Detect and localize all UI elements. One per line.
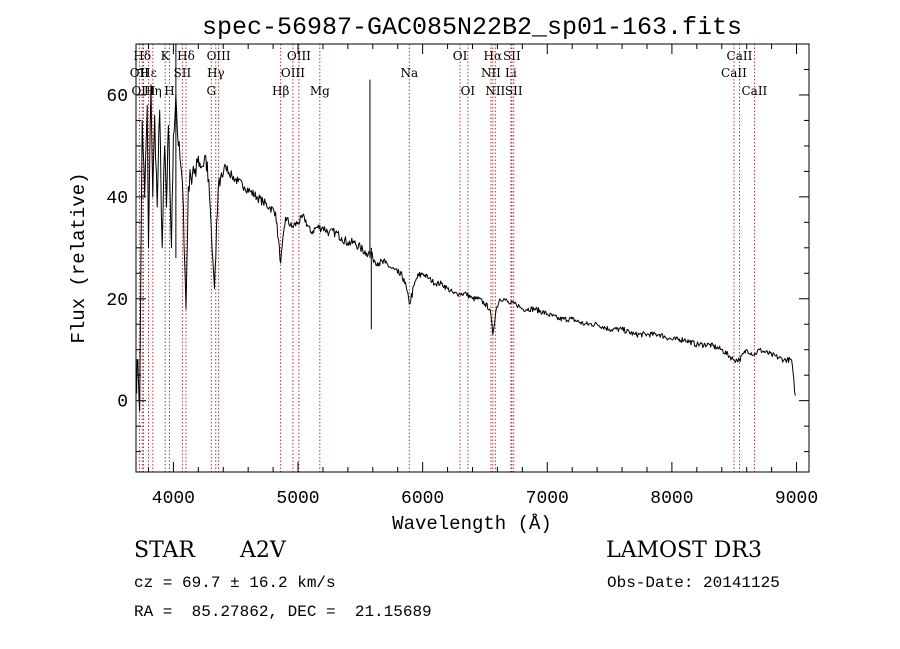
x-tick-label: 5000 xyxy=(276,489,319,509)
obs-date-text: Obs-Date: 20141125 xyxy=(607,574,780,592)
line-label: SII xyxy=(505,84,523,98)
line-label: Hβ xyxy=(272,84,289,98)
x-tick-label: 4000 xyxy=(152,489,195,509)
line-label: CaII xyxy=(741,84,767,98)
line-label: Na xyxy=(400,66,418,80)
line-label: OII xyxy=(130,66,150,80)
flux-line xyxy=(135,84,796,412)
x-tick-label: 6000 xyxy=(401,489,444,509)
subclass-label: A2V xyxy=(240,538,286,563)
line-label: Hγ xyxy=(207,66,225,80)
line-label: Hε xyxy=(140,66,157,80)
line-label: OI xyxy=(461,84,476,98)
line-label: OIII xyxy=(281,66,305,80)
spectrum-series xyxy=(135,44,796,412)
line-label: CaII xyxy=(721,66,747,80)
y-tick-label: 20 xyxy=(106,291,128,311)
x-tick-label: 7000 xyxy=(526,489,569,509)
line-label: OI xyxy=(453,49,468,63)
line-label: CaII xyxy=(727,49,753,63)
line-label: H xyxy=(164,84,174,98)
y-tick-label: 40 xyxy=(106,189,128,209)
y-axis-label: Flux (relative) xyxy=(68,172,90,343)
classification-label: STAR xyxy=(134,538,195,563)
survey-label: LAMOST DR3 xyxy=(606,538,762,563)
line-label: NII xyxy=(485,84,505,98)
y-tick-label: 60 xyxy=(106,87,128,107)
plot-frame xyxy=(135,43,810,473)
line-label: Mg xyxy=(310,84,330,98)
redshift-text: cz = 69.7 ± 16.2 km/s xyxy=(134,574,336,592)
line-label: Hη xyxy=(144,84,162,98)
y-tick-label: 0 xyxy=(117,393,128,413)
x-tick-label: 9000 xyxy=(775,489,818,509)
coordinates-text: RA = 85.27862, DEC = 21.15689 xyxy=(134,603,432,621)
chart-axes: 4000 5000 6000 7000 8000 9000 0 20 40 60 xyxy=(106,43,818,509)
line-label: Hα xyxy=(484,49,503,63)
line-label: SII xyxy=(503,49,521,63)
x-axis-label: Wavelength (Å) xyxy=(392,513,552,535)
line-label: OIII xyxy=(287,49,311,63)
x-tick-label: 8000 xyxy=(650,489,693,509)
chart-title: spec-56987-GAC085N22B2_sp01-163.fits xyxy=(202,13,742,42)
line-label: G xyxy=(206,84,216,98)
line-label: Hδ xyxy=(177,49,195,63)
line-label: NII xyxy=(481,66,501,80)
line-label: SII xyxy=(174,66,192,80)
line-label: Li xyxy=(505,66,517,80)
line-label: K xyxy=(161,49,171,63)
line-label: Hδ xyxy=(133,49,151,63)
line-label: OIII xyxy=(207,49,231,63)
